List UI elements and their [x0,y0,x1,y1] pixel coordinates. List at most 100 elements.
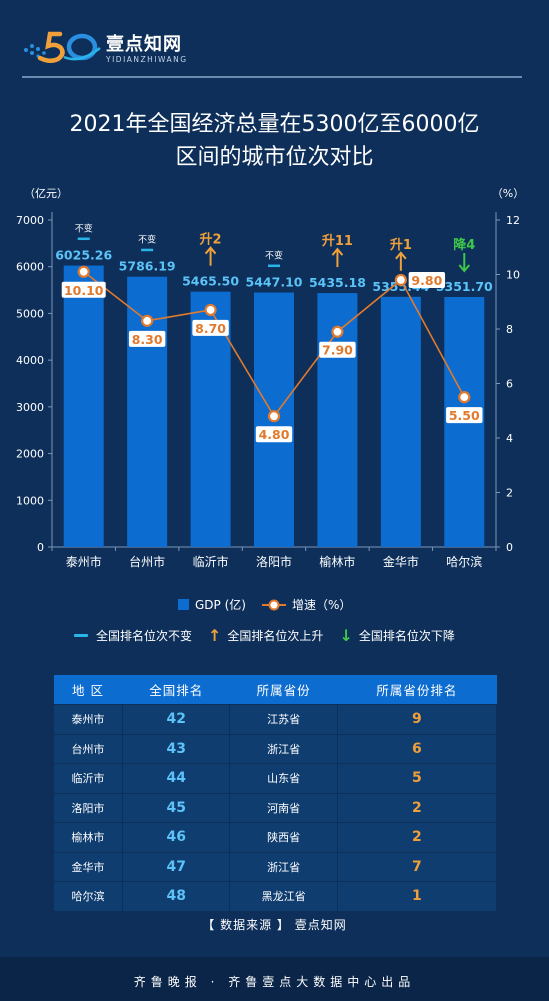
rank-change-label: 升2 [200,232,222,248]
table-cell-province: 山东省 [229,763,338,794]
footer: 齐鲁晚报 · 齐鲁壹点大数据中心出品 [0,957,549,1001]
legend-item-up: ↑ 全国排名位次上升 [208,626,323,645]
bar-value-label: 5351.70 [436,279,493,294]
rank-change-label: 升1 [390,237,412,253]
table-cell-province-rank: 2 [336,822,498,853]
table-row: 榆林市 46 陕西省 2 [52,822,498,853]
table-cell-region: 金华市 [52,851,124,882]
table-cell-national-rank: 46 [122,822,231,853]
yidian-logo-icon [24,31,101,63]
legend-row-series: GDP (亿) 增速（%） [178,596,367,613]
table-cell-province-rank: 1 [336,881,498,912]
legend-swatch-gdp [178,599,189,610]
growth-value-label: 8.30 [132,332,163,347]
table-cell-province-rank: 7 [336,851,498,882]
y-tick-label-left: 1000 [16,494,44,507]
table-cell-province-rank: 5 [336,763,498,794]
footer-text: 齐鲁晚报 · 齐鲁壹点大数据中心出品 [133,975,416,989]
bar [380,296,421,547]
y-tick-label-right: 12 [506,214,520,227]
bar [63,265,104,547]
legend-item-same: 全国排名位次不变 [74,627,192,644]
rank-same-dash-icon [77,237,90,241]
legend-dash-icon [74,634,88,637]
chart-title: 2021年全国经济总量在5300亿至6000亿 区间的城市位次对比 [0,108,549,174]
legend-line-growth-icon [261,599,286,610]
table-row: 金华市 47 浙江省 7 [52,851,498,882]
y-tick-label-right: 6 [506,378,513,391]
table-row: 哈尔滨 48 黑龙江省 1 [52,881,498,912]
table-row: 洛阳市 45 河南省 2 [52,792,498,823]
legend-label-up: 全国排名位次上升 [227,629,324,643]
chart-title-line1: 2021年全国经济总量在5300亿至6000亿 [69,112,480,137]
table-header-region: 地 区 [53,675,123,705]
growth-label-bg [128,330,166,347]
y-tick-label-left: 3000 [16,401,44,414]
table-row: 泰州市 42 江苏省 9 [52,704,498,735]
growth-label-bg [319,341,356,358]
table-row: 台州市 43 浙江省 6 [52,733,498,764]
table-cell-region: 台州市 [52,733,124,764]
rank-change-label: 不变 [138,234,156,246]
bar-value-label: 5786.19 [119,259,176,274]
growth-value-label: 7.90 [322,343,353,358]
growth-label-bg [61,281,106,298]
y-tick-label-right: 4 [506,432,513,445]
legend-label-gdp: GDP (亿) [195,598,246,612]
table-cell-national-rank: 44 [122,763,231,794]
table-cell-national-rank: 48 [122,881,231,912]
growth-point [331,325,344,338]
growth-point [458,391,471,404]
legend-item-down: ↓ 全国排名位次下降 [339,626,454,645]
growth-label-bg [446,407,483,424]
table-cell-province: 江苏省 [229,704,338,735]
rank-same-dash-icon [141,248,154,252]
growth-point [394,273,407,287]
y-axis-left-label: （亿元） [24,187,68,200]
table-cell-province: 浙江省 [229,851,338,882]
ranking-table: 地 区 全国排名 所属省份 所属省份排名 泰州市 42 江苏省 9 台州市 43 浙江省 6 临… [52,675,498,912]
y-tick-label-right: 10 [506,269,520,282]
y-tick-label-left: 0 [37,541,44,554]
y-tick-label-left: 6000 [16,261,44,274]
x-tick-label: 台州市 [129,554,165,569]
x-tick-label: 临沂市 [193,554,229,569]
bar-value-label: 6025.26 [55,248,112,263]
rank-change-label: 降4 [453,237,475,253]
x-tick-label: 泰州市 [66,554,102,569]
ranking-table-wrap: 地 区 全国排名 所属省份 所属省份排名 泰州市 42 江苏省 9 台州市 43 浙江省 6 临… [52,675,498,912]
table-header-national-rank: 全国排名 [122,675,230,705]
arrow-up-icon [395,251,407,260]
table-cell-national-rank: 45 [122,792,231,823]
table-cell-province-rank: 2 [336,792,498,823]
growth-point [141,314,154,327]
table-cell-province: 黑龙江省 [229,881,338,912]
table-cell-national-rank: 42 [122,704,231,735]
legend: GDP (亿) 增速（%） 全国排名位次不变 ↑ 全国排名位次上升 ↓ 全国排名… [0,594,549,646]
growth-value-label: 8.70 [195,321,226,336]
logo-text: 壹点知网 [106,34,182,55]
legend-label-down: 全国排名位次下降 [358,629,455,643]
growth-value-label: 10.10 [64,283,104,298]
x-tick-label: 哈尔滨 [446,554,482,569]
table-header-row: 地 区 全国排名 所属省份 所属省份排名 [53,675,497,705]
arrow-up-icon: ↑ [208,626,222,645]
legend-item-gdp: GDP (亿) [178,596,246,613]
growth-point [267,410,281,423]
table-row: 临沂市 44 山东省 5 [52,763,498,794]
rank-change-label: 不变 [75,223,93,235]
table-cell-province: 陕西省 [229,822,338,853]
arrow-up-icon [331,247,344,256]
bar-value-label: 5447.10 [246,275,303,290]
table-cell-region: 泰州市 [52,704,124,735]
table-cell-province-rank: 9 [336,704,498,735]
table-cell-region: 哈尔滨 [52,881,124,912]
x-tick-label: 榆林市 [319,554,355,569]
y-tick-label-left: 5000 [16,307,44,320]
y-tick-label-right: 2 [506,487,513,500]
arrow-down-icon: ↓ [339,626,353,645]
growth-label-bg [192,319,229,336]
arrow-down-icon [458,264,471,273]
header: 壹点知网 YIDIANZHIWANG [0,0,549,80]
bar-value-label: 5435.18 [309,275,366,290]
